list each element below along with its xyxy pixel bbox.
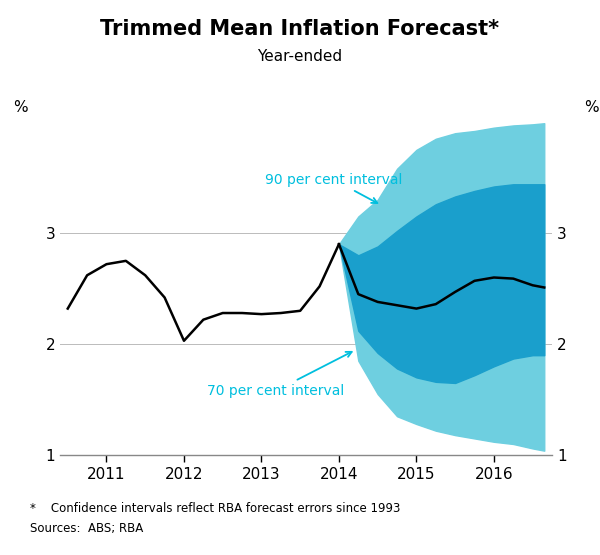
Text: 90 per cent interval: 90 per cent interval (265, 173, 403, 203)
Text: 70 per cent interval: 70 per cent interval (207, 352, 352, 398)
Text: Year-ended: Year-ended (257, 49, 343, 64)
Text: %: % (13, 100, 28, 115)
Text: Trimmed Mean Inflation Forecast*: Trimmed Mean Inflation Forecast* (100, 19, 500, 39)
Text: %: % (584, 100, 599, 115)
Text: *    Confidence intervals reflect RBA forecast errors since 1993: * Confidence intervals reflect RBA forec… (30, 502, 400, 515)
Text: Sources:  ABS; RBA: Sources: ABS; RBA (30, 522, 143, 534)
